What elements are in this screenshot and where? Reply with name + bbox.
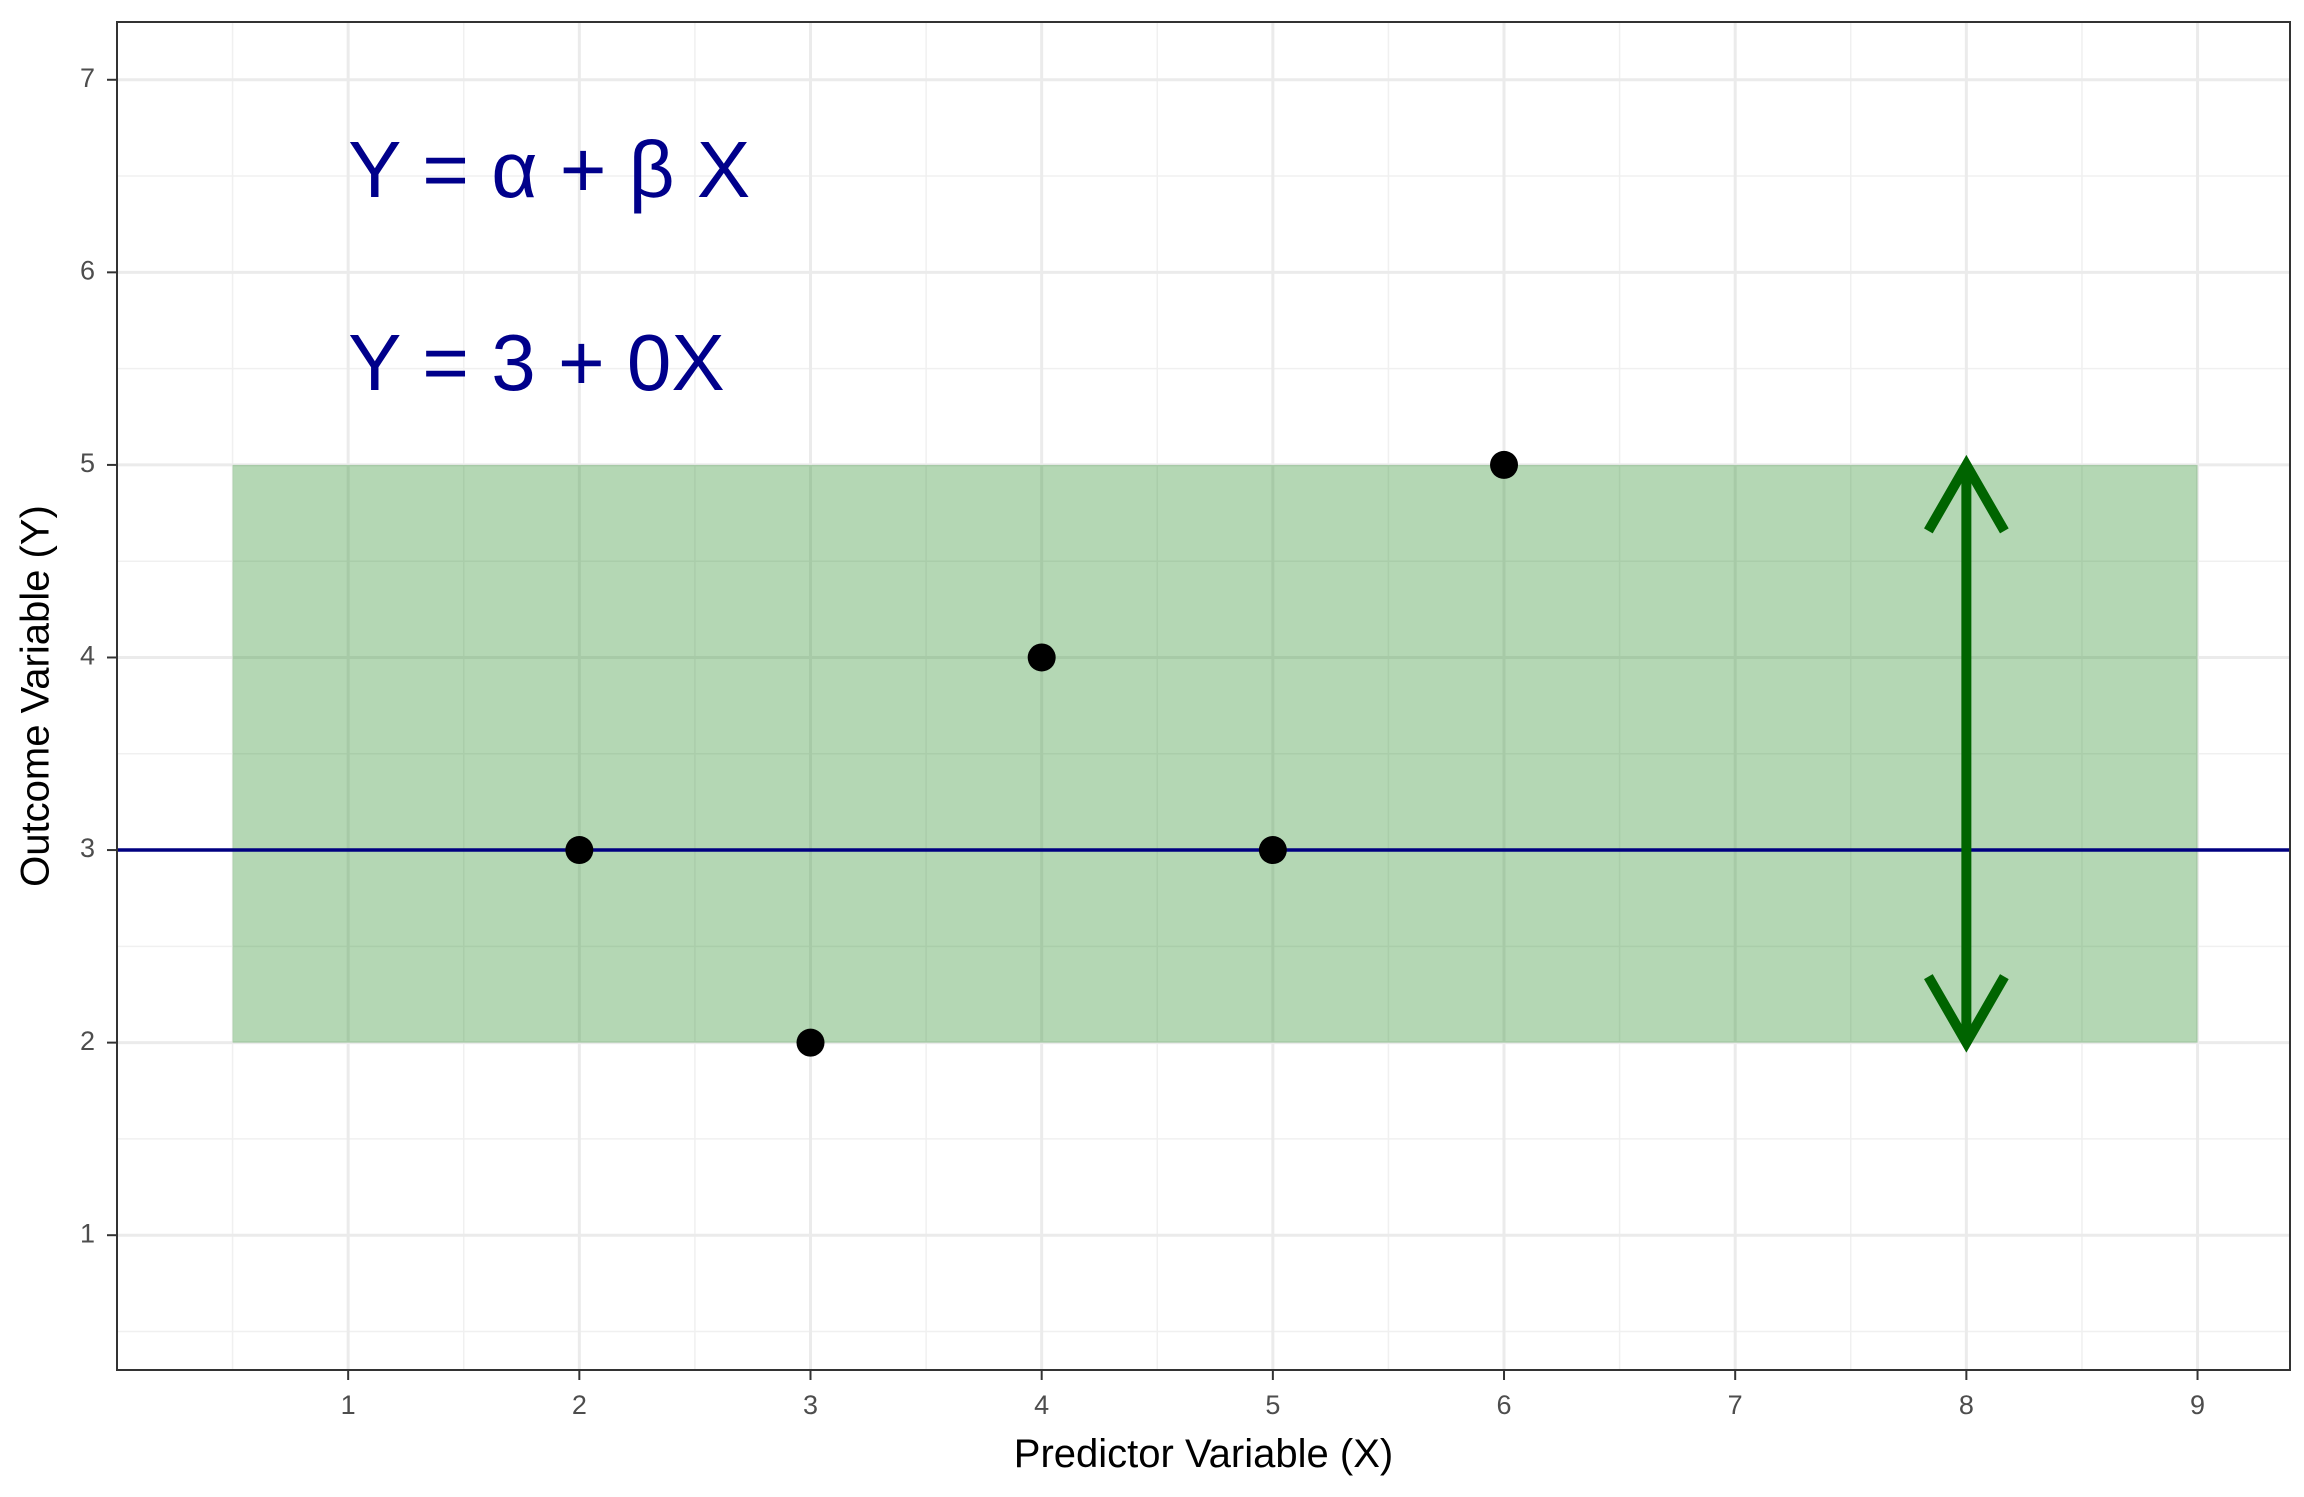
x-tick-label: 8 [1959,1390,1974,1420]
x-tick-label: 3 [803,1390,818,1420]
shaded-band [232,464,2198,1043]
x-tick-label: 7 [1728,1390,1743,1420]
arrow-layer [1924,454,2009,1053]
minor-gridlines [117,22,2290,1370]
x-tick-label: 5 [1265,1390,1280,1420]
band-layer [232,464,2198,1043]
x-tick-label: 1 [341,1390,356,1420]
x-tick-label: 6 [1497,1390,1512,1420]
y-axis-title: Outcome Variable (Y) [14,505,58,887]
y-tick-label: 4 [80,641,95,671]
y-tick-label: 5 [80,448,95,478]
x-tick-label: 4 [1034,1390,1049,1420]
points-layer [565,450,1519,1057]
x-tick-label: 9 [2190,1390,2205,1420]
y-tick-label: 6 [80,255,95,285]
y-tick-label: 1 [80,1218,95,1248]
arrow-head-top [1924,454,2009,534]
x-axis: 1 2 3 4 5 6 7 8 9 [341,1370,2205,1420]
x-axis-title: Predictor Variable (X) [1014,1432,1393,1476]
arrow-head-bottom [1924,974,2009,1053]
equation-annotation: Y = 3 + 0X [348,318,725,407]
x-tick-label: 2 [572,1390,587,1420]
major-gridlines [117,22,2290,1370]
data-point [1490,450,1519,479]
y-axis: 1 2 3 4 5 6 7 [80,63,117,1248]
y-tick-label: 3 [80,833,95,863]
data-point [1027,643,1056,672]
y-tick-label: 2 [80,1026,95,1056]
data-point [565,836,594,865]
panel-border [116,21,2291,1371]
data-point [1258,836,1287,865]
annotations-layer: Y = α + β X Y = 3 + 0X [348,125,750,407]
equation-annotation: Y = α + β X [348,125,750,214]
y-tick-label: 7 [80,63,95,93]
data-point [796,1028,825,1057]
